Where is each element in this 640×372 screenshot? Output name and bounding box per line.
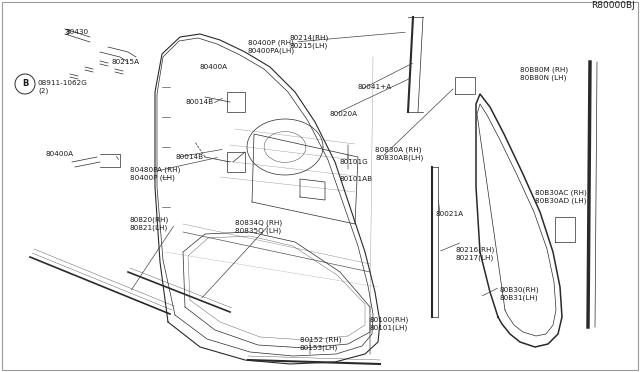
Text: 08911-1062G
(2): 08911-1062G (2): [38, 80, 88, 94]
Text: 80B30(RH)
80B31(LH): 80B30(RH) 80B31(LH): [500, 287, 540, 301]
Text: 80101G: 80101G: [340, 159, 369, 165]
Text: 80101AB: 80101AB: [340, 176, 373, 182]
Text: 80480PA (RH)
80400P (LH): 80480PA (RH) 80400P (LH): [130, 167, 180, 181]
Text: 80100(RH)
80101(LH): 80100(RH) 80101(LH): [370, 317, 409, 331]
Text: 80014B: 80014B: [185, 99, 213, 105]
Text: 80400A: 80400A: [45, 151, 73, 157]
Text: 80B30AC (RH)
80B30AD (LH): 80B30AC (RH) 80B30AD (LH): [535, 190, 587, 204]
Text: 80430: 80430: [65, 29, 88, 35]
Text: B: B: [22, 80, 28, 89]
Text: 80834Q (RH)
80835Q (LH): 80834Q (RH) 80835Q (LH): [235, 220, 282, 234]
Text: 80400A: 80400A: [200, 64, 228, 70]
Text: 80215A: 80215A: [112, 59, 140, 65]
Text: 80820(RH)
80821(LH): 80820(RH) 80821(LH): [130, 217, 169, 231]
Text: R80000BJ: R80000BJ: [591, 1, 635, 10]
Text: 80216(RH)
80217(LH): 80216(RH) 80217(LH): [455, 247, 494, 261]
Text: 80041+A: 80041+A: [358, 84, 392, 90]
Text: 80400P (RH)
80400PA(LH): 80400P (RH) 80400PA(LH): [248, 40, 295, 54]
Text: 80152 (RH)
80153(LH): 80152 (RH) 80153(LH): [300, 337, 342, 351]
Text: 80021A: 80021A: [435, 211, 463, 217]
Text: 80214(RH)
80215(LH): 80214(RH) 80215(LH): [290, 35, 329, 49]
Text: 80014B: 80014B: [175, 154, 203, 160]
Text: 80B80M (RH)
80B80N (LH): 80B80M (RH) 80B80N (LH): [520, 67, 568, 81]
Text: 80020A: 80020A: [330, 111, 358, 117]
Text: 80830A (RH)
80830AB(LH): 80830A (RH) 80830AB(LH): [375, 147, 423, 161]
